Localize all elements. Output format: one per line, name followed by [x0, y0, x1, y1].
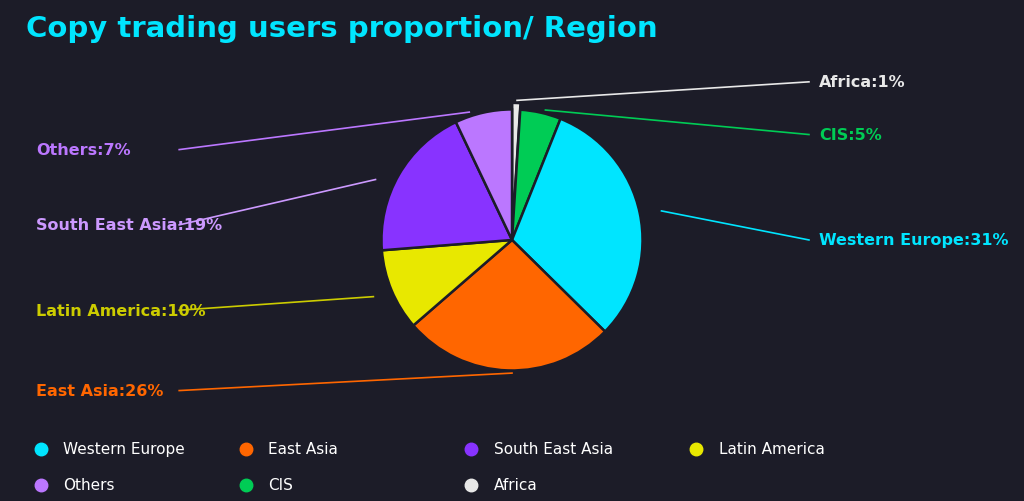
Text: Copy trading users proportion/ Region: Copy trading users proportion/ Region [26, 15, 657, 43]
Text: East Asia:26%: East Asia:26% [36, 383, 163, 398]
Text: Western Europe: Western Europe [63, 441, 185, 456]
Text: CIS:5%: CIS:5% [819, 128, 882, 143]
Text: Africa:1%: Africa:1% [819, 75, 906, 90]
Text: Others:7%: Others:7% [36, 143, 130, 158]
Text: Latin America:10%: Latin America:10% [36, 303, 206, 318]
Text: Western Europe:31%: Western Europe:31% [819, 233, 1009, 248]
Wedge shape [382, 123, 512, 251]
Text: Others: Others [63, 477, 115, 492]
Text: CIS: CIS [268, 477, 293, 492]
Wedge shape [382, 240, 512, 326]
Wedge shape [512, 104, 520, 234]
Text: Latin America: Latin America [719, 441, 824, 456]
Text: South East Asia: South East Asia [494, 441, 612, 456]
Wedge shape [512, 111, 560, 240]
Wedge shape [414, 240, 605, 371]
Wedge shape [512, 120, 642, 332]
Wedge shape [456, 110, 512, 240]
Text: South East Asia:19%: South East Asia:19% [36, 218, 222, 233]
Text: Africa: Africa [494, 477, 538, 492]
Text: East Asia: East Asia [268, 441, 338, 456]
